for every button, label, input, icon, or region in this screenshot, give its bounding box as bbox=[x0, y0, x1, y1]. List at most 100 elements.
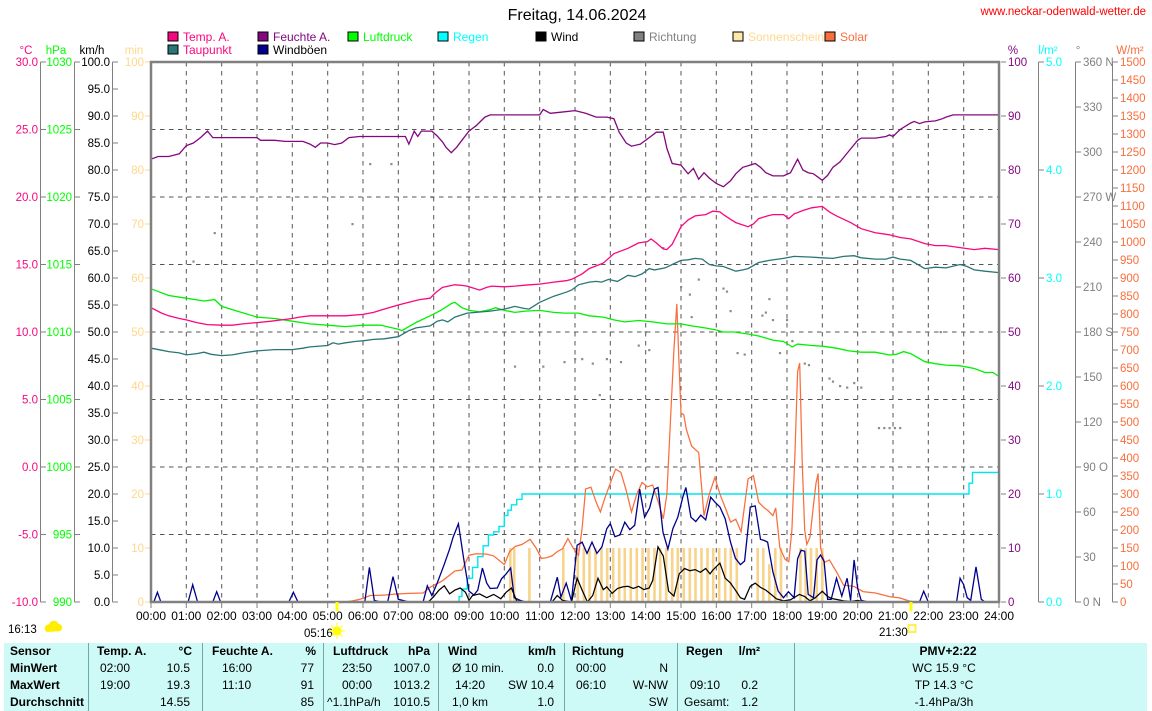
svg-text:1025: 1025 bbox=[46, 125, 72, 137]
svg-text:min: min bbox=[125, 45, 144, 57]
svg-text:300: 300 bbox=[1120, 489, 1139, 501]
svg-text:50: 50 bbox=[131, 327, 144, 339]
svg-text:20.0: 20.0 bbox=[16, 192, 38, 204]
svg-text:55.0: 55.0 bbox=[88, 300, 110, 312]
svg-text:°: ° bbox=[1076, 45, 1081, 57]
svg-text:0: 0 bbox=[138, 597, 144, 609]
svg-text:5.0: 5.0 bbox=[94, 570, 110, 582]
svg-text:24:00: 24:00 bbox=[984, 609, 1014, 623]
svg-text:10:00: 10:00 bbox=[489, 609, 519, 623]
svg-text:60: 60 bbox=[131, 273, 144, 285]
svg-text:450: 450 bbox=[1120, 435, 1139, 447]
svg-text:240: 240 bbox=[1083, 237, 1102, 249]
svg-text:40: 40 bbox=[1008, 381, 1021, 393]
svg-text:1000: 1000 bbox=[46, 462, 72, 474]
svg-text:l/m²: l/m² bbox=[1038, 45, 1057, 57]
svg-text:Solar: Solar bbox=[840, 30, 868, 44]
svg-text:Temp. A.: Temp. A. bbox=[183, 30, 230, 44]
svg-text:19:00: 19:00 bbox=[807, 609, 837, 623]
svg-text:100: 100 bbox=[1008, 57, 1027, 69]
svg-text:W/m²: W/m² bbox=[1116, 45, 1144, 57]
svg-text:850: 850 bbox=[1120, 291, 1139, 303]
svg-text:1005: 1005 bbox=[46, 395, 72, 407]
svg-text:100.0: 100.0 bbox=[81, 57, 110, 69]
svg-text:1015: 1015 bbox=[46, 260, 72, 272]
svg-text:1300: 1300 bbox=[1120, 129, 1146, 141]
svg-text:45.0: 45.0 bbox=[88, 354, 110, 366]
svg-text:50: 50 bbox=[1008, 327, 1021, 339]
svg-text:15:00: 15:00 bbox=[666, 609, 696, 623]
svg-text:100: 100 bbox=[125, 57, 144, 69]
svg-text:70: 70 bbox=[131, 219, 144, 231]
svg-text:20: 20 bbox=[131, 489, 144, 501]
svg-text:3.0: 3.0 bbox=[1046, 273, 1062, 285]
svg-text:250: 250 bbox=[1120, 507, 1139, 519]
svg-text:04:00: 04:00 bbox=[277, 609, 307, 623]
svg-text:0: 0 bbox=[1008, 597, 1014, 609]
svg-text:21:00: 21:00 bbox=[878, 609, 908, 623]
svg-text:95.0: 95.0 bbox=[88, 84, 110, 96]
svg-text:www.neckar-odenwald-wetter.de: www.neckar-odenwald-wetter.de bbox=[979, 6, 1146, 18]
svg-text:20: 20 bbox=[1008, 489, 1021, 501]
svg-text:08:00: 08:00 bbox=[419, 609, 449, 623]
svg-text:150: 150 bbox=[1083, 372, 1102, 384]
svg-text:Wind: Wind bbox=[551, 30, 578, 44]
svg-text:65.0: 65.0 bbox=[88, 246, 110, 258]
svg-text:80.0: 80.0 bbox=[88, 165, 110, 177]
svg-text:35.0: 35.0 bbox=[88, 408, 110, 420]
svg-text:°C: °C bbox=[20, 45, 33, 57]
svg-text:14:00: 14:00 bbox=[631, 609, 661, 623]
svg-text:-10.0: -10.0 bbox=[12, 597, 38, 609]
svg-text:270 W: 270 W bbox=[1083, 192, 1116, 204]
svg-text:07:00: 07:00 bbox=[383, 609, 413, 623]
svg-text:0: 0 bbox=[1120, 597, 1126, 609]
svg-text:12:00: 12:00 bbox=[560, 609, 590, 623]
svg-text:0 N: 0 N bbox=[1083, 597, 1101, 609]
svg-text:1200: 1200 bbox=[1120, 165, 1146, 177]
svg-text:-5.0: -5.0 bbox=[18, 530, 38, 542]
svg-text:100: 100 bbox=[1120, 561, 1139, 573]
svg-text:Freitag, 14.06.2024: Freitag, 14.06.2024 bbox=[508, 7, 647, 24]
svg-text:700: 700 bbox=[1120, 345, 1139, 357]
svg-text:600: 600 bbox=[1120, 381, 1139, 393]
svg-text:70.0: 70.0 bbox=[88, 219, 110, 231]
svg-text:1400: 1400 bbox=[1120, 93, 1146, 105]
svg-text:1350: 1350 bbox=[1120, 111, 1146, 123]
svg-text:km/h: km/h bbox=[80, 45, 105, 57]
svg-text:60: 60 bbox=[1083, 507, 1096, 519]
svg-text:50.0: 50.0 bbox=[88, 327, 110, 339]
svg-text:995: 995 bbox=[53, 530, 72, 542]
svg-text:1050: 1050 bbox=[1120, 219, 1146, 231]
svg-text:1.0: 1.0 bbox=[1046, 489, 1062, 501]
svg-text:10.0: 10.0 bbox=[16, 327, 38, 339]
svg-text:30.0: 30.0 bbox=[16, 57, 38, 69]
svg-text:5.0: 5.0 bbox=[22, 395, 38, 407]
svg-text:Richtung: Richtung bbox=[649, 30, 696, 44]
svg-text:09:00: 09:00 bbox=[454, 609, 484, 623]
svg-text:10: 10 bbox=[131, 543, 144, 555]
svg-text:1030: 1030 bbox=[46, 57, 72, 69]
svg-text:1500: 1500 bbox=[1120, 57, 1146, 69]
svg-text:20.0: 20.0 bbox=[88, 489, 110, 501]
svg-text:330: 330 bbox=[1083, 102, 1102, 114]
svg-text:06:00: 06:00 bbox=[348, 609, 378, 623]
svg-text:05:16: 05:16 bbox=[304, 628, 333, 640]
svg-text:180 S: 180 S bbox=[1083, 327, 1113, 339]
svg-text:21:30: 21:30 bbox=[879, 627, 908, 639]
svg-text:30: 30 bbox=[1083, 552, 1096, 564]
svg-text:Taupunkt: Taupunkt bbox=[183, 43, 232, 57]
svg-text:360 N: 360 N bbox=[1083, 57, 1114, 69]
svg-text:60.0: 60.0 bbox=[88, 273, 110, 285]
svg-text:03:00: 03:00 bbox=[242, 609, 272, 623]
svg-text:90: 90 bbox=[1008, 111, 1021, 123]
svg-text:4.0: 4.0 bbox=[1046, 165, 1062, 177]
svg-text:10.0: 10.0 bbox=[88, 543, 110, 555]
svg-text:300: 300 bbox=[1083, 147, 1102, 159]
svg-text:11:00: 11:00 bbox=[525, 609, 554, 623]
svg-text:05:00: 05:00 bbox=[313, 609, 343, 623]
svg-text:30: 30 bbox=[1008, 435, 1021, 447]
svg-text:25.0: 25.0 bbox=[88, 462, 110, 474]
svg-text:800: 800 bbox=[1120, 309, 1139, 321]
svg-text:13:00: 13:00 bbox=[595, 609, 625, 623]
svg-text:750: 750 bbox=[1120, 327, 1139, 339]
